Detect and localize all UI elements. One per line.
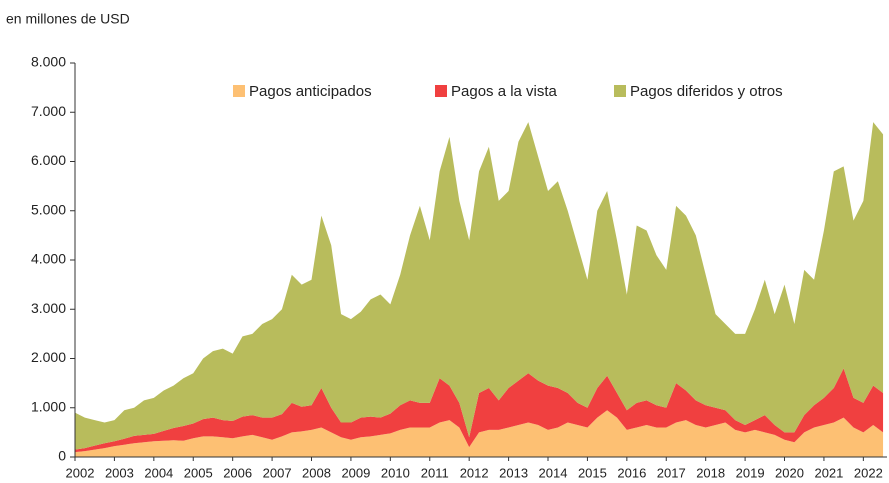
x-tick-label: 2015	[578, 465, 607, 480]
x-tick-label: 2012	[460, 465, 489, 480]
x-tick-label: 2013	[499, 465, 528, 480]
y-tick-label: 6.000	[31, 152, 66, 168]
x-tick-label: 2002	[66, 465, 95, 480]
x-tick-label: 2016	[617, 465, 646, 480]
x-tick-label: 2003	[105, 465, 134, 480]
x-tick-label: 2007	[263, 465, 292, 480]
legend-label: Pagos diferidos y otros	[630, 83, 783, 100]
x-tick-label: 2020	[775, 465, 804, 480]
x-tick-label: 2009	[341, 465, 370, 480]
y-tick-label: 7.000	[31, 103, 66, 119]
legend-swatch	[614, 85, 626, 97]
x-tick-label: 2011	[421, 465, 449, 480]
x-tick-label: 2019	[736, 465, 765, 480]
area	[75, 122, 884, 450]
legend-label: Pagos anticipados	[249, 83, 372, 100]
x-tick-label: 2017	[657, 465, 686, 480]
legend-swatch	[435, 85, 447, 97]
x-tick-label: 2010	[381, 465, 410, 480]
area	[75, 410, 884, 457]
x-tick-label: 2021	[814, 465, 843, 480]
y-tick-label: 4.000	[31, 251, 66, 267]
x-tick-label: 2004	[144, 465, 173, 480]
axis-unit: en millones de USD	[6, 11, 130, 27]
y-tick-label: 8.000	[31, 54, 66, 70]
y-tick-label: 0	[58, 448, 66, 464]
y-tick-label: 5.000	[31, 201, 66, 217]
x-tick-label: 2006	[223, 465, 252, 480]
x-tick-label: 2018	[696, 465, 725, 480]
legend-swatch	[233, 85, 245, 97]
legend-label: Pagos a la vista	[451, 83, 558, 100]
area	[75, 368, 884, 453]
y-tick-label: 2.000	[31, 349, 66, 365]
y-tick-label: 1.000	[31, 398, 66, 414]
x-tick-label: 2014	[539, 465, 568, 480]
x-tick-label: 2005	[184, 465, 213, 480]
y-tick-label: 3.000	[31, 300, 66, 316]
x-tick-label: 2022	[854, 465, 883, 480]
x-tick-label: 2008	[302, 465, 331, 480]
